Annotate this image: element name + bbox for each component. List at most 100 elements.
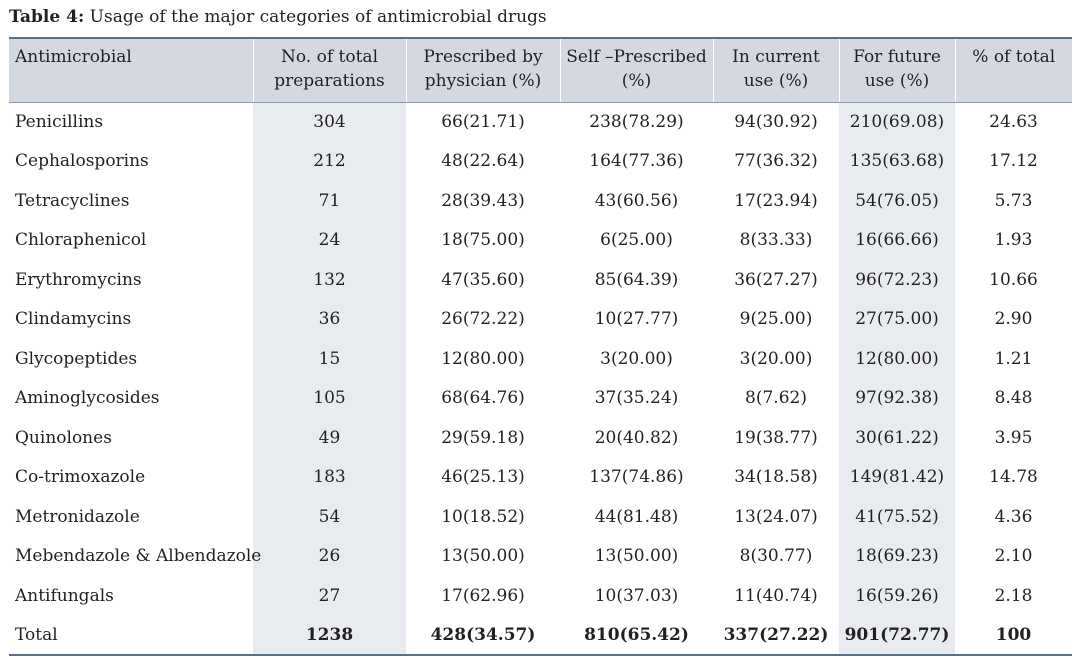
table-cell: 48(22.64) [441,151,525,172]
table-caption: Table 4: Usage of the major categories o… [9,6,547,28]
table-cell: 13(50.00) [441,546,525,567]
column-header-line: % of total [972,47,1056,67]
antimicrobial-usage-table: Antimicrobial No. of total preparations Pre… [9,37,1072,656]
table-cell: 2.90 [994,309,1033,330]
table-cell: 68(64.76) [441,388,525,409]
table-row: Mebendazole & Albendazole 26 13(50.00) 13(5… [9,536,1072,576]
table-cell: 46(25.13) [441,467,525,488]
table-row: Antifungals 27 17(62.96) 10(37.03) 11(40.74)… [9,576,1072,616]
table-total-row: Total 1238 428(34.57) 810(65.42) 337(27.22) 9… [9,615,1072,656]
row-label-cell: Penicillins [15,112,104,132]
table-cell: 17(23.94) [734,190,818,211]
table-cell: 13(50.00) [594,546,679,567]
table-cell: 13(24.07) [734,506,818,527]
column-header-line: No. of total [280,47,379,67]
row-label-cell: Erythromycins [15,269,142,290]
table-cell: 49 [253,418,406,458]
table-cell: 94(30.92) [734,112,818,132]
table-cell: 5.73 [994,190,1033,211]
table-row: Penicillins 304 66(21.71) 238(78.29) 94(30.9… [9,102,1072,142]
column-header: Prescribed by physician (%) [405,37,560,103]
table-cell: 2.10 [994,546,1033,567]
column-header: % of total [954,37,1072,103]
table-cell: 8.48 [994,388,1033,409]
table-cell: 15 [253,339,406,379]
table-cell: 8(7.62) [745,388,807,409]
table-cell: 4.36 [994,506,1033,527]
table-header-row: Antimicrobial No. of total preparations Pre… [9,37,1072,103]
table-cell: 36 [253,299,406,339]
table-cell: 8(33.33) [739,230,813,251]
row-label-cell: Total [9,615,253,656]
column-header-line: Prescribed by [423,47,543,67]
table-cell: 137(74.86) [589,467,684,488]
row-label-cell: Tetracyclines [15,190,130,211]
table-cell: 96(72.23) [839,260,955,300]
table-cell: 28(39.43) [441,190,525,211]
table-cell: 71 [253,181,406,221]
table-cell: 6(25.00) [600,230,673,251]
table-caption-label: Table 4: [9,7,85,27]
table-cell: 24 [253,220,406,260]
table-cell: 77(36.32) [734,151,818,172]
table-cell: 210(69.08) [839,102,955,142]
table-cell: 16(59.26) [839,576,955,616]
column-header-line: Self –Prescribed [566,47,707,67]
table-cell: 34(18.58) [734,467,818,488]
table-cell: 1.21 [994,348,1033,369]
table-row: Erythromycins 132 47(35.60) 85(64.39) 36(27.… [9,260,1072,300]
column-header: Antimicrobial [9,37,253,103]
table-header: Antimicrobial No. of total preparations Pre… [9,37,1072,103]
table-row: Co-trimoxazole 183 46(25.13) 137(74.86) 34(1… [9,457,1072,497]
table-row: Chloraphenicol 24 18(75.00) 6(25.00) 8(33.33… [9,220,1072,260]
table-cell: 30(61.22) [839,418,955,458]
table-cell: 1.93 [994,230,1033,251]
table-cell: 3(20.00) [600,348,673,369]
row-label-cell: Chloraphenicol [15,230,147,251]
table-row: Metronidazole 54 10(18.52) 44(81.48) 13(24.0… [9,497,1072,537]
table-cell: 17.12 [989,151,1038,172]
table-cell: 164(77.36) [589,151,684,172]
row-label-cell: Metronidazole [15,506,140,527]
table-cell: 44(81.48) [594,506,679,527]
table-cell: 27(75.00) [839,299,955,339]
column-header-line: physician (%) [424,71,542,91]
table-cell: 428(34.57) [406,615,560,656]
table-cell: 9(25.00) [739,309,813,330]
table-cell: 20(40.82) [594,427,679,448]
table-cell: 18(69.23) [839,536,955,576]
table-cell: 337(27.22) [713,615,839,656]
table-cell: 16(66.66) [839,220,955,260]
table-cell: 149(81.42) [839,457,955,497]
row-label-cell: Clindamycins [15,309,132,330]
table-cell: 105 [253,378,406,418]
table-cell: 12(80.00) [441,348,525,369]
table-cell: 18(75.00) [441,230,525,251]
row-label-cell: Mebendazole & Albendazole [15,546,262,567]
table-cell: 14.78 [989,467,1038,488]
table-cell: 26 [253,536,406,576]
row-label-cell: Aminoglycosides [15,388,160,409]
row-label-cell: Antifungals [15,585,114,606]
table-row: Clindamycins 36 26(72.22) 10(27.77) 9(25.00)… [9,299,1072,339]
column-header-line: For future [853,47,941,67]
table-cell: 37(35.24) [594,388,679,409]
table-cell: 183 [253,457,406,497]
table-cell: 43(60.56) [594,190,679,211]
table-cell: 10(37.03) [594,585,679,606]
table-cell: 26(72.22) [441,309,525,330]
column-header-line: use (%) [743,71,809,91]
table-cell: 901(72.77) [839,615,955,656]
table-cell: 41(75.52) [839,497,955,537]
column-header-line: use (%) [864,71,930,91]
table-cell: 54 [253,497,406,537]
table-cell: 238(78.29) [589,112,684,132]
table-cell: 24.63 [989,112,1038,132]
table-row: Glycopeptides 15 12(80.00) 3(20.00) 3(20.00)… [9,339,1072,379]
table-cell: 36(27.27) [734,269,818,290]
table-cell: 132 [253,260,406,300]
column-header: Self –Prescribed (%) [559,37,713,103]
table-cell: 17(62.96) [441,585,525,606]
column-header: In current use (%) [712,37,839,103]
column-header: No. of total preparations [252,37,406,103]
